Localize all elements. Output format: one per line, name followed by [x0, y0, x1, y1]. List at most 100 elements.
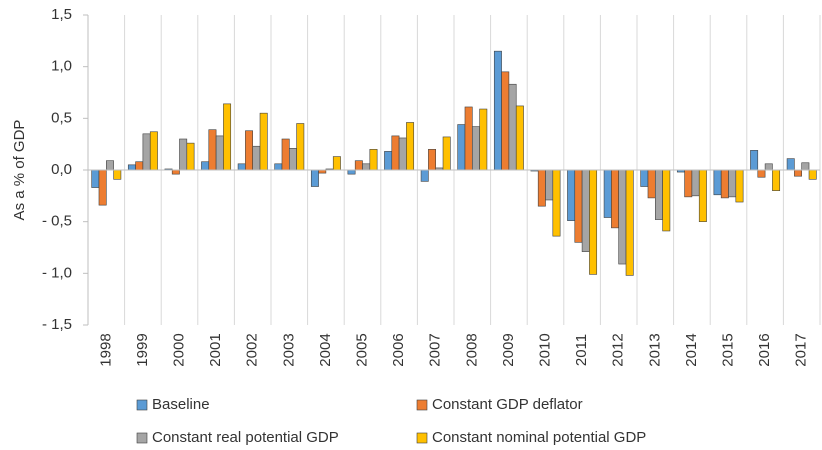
bar [786, 158, 795, 171]
bar [684, 169, 693, 198]
legend-label: Constant GDP deflator [432, 396, 583, 413]
bar [142, 133, 151, 171]
bar [640, 169, 649, 187]
bar [735, 169, 744, 203]
bar [603, 169, 612, 218]
x-tick-label: 2005 [353, 333, 370, 366]
bar [647, 169, 656, 199]
y-tick-label: 0,0 [51, 161, 72, 178]
bar [186, 142, 195, 171]
x-tick-label: 2013 [646, 333, 663, 366]
bar [794, 169, 803, 177]
x-tick-label: 2011 [573, 334, 590, 366]
bar [398, 137, 407, 171]
bar [428, 149, 437, 171]
bar [728, 169, 737, 198]
bar [274, 163, 283, 171]
bar [611, 169, 620, 229]
bar [113, 169, 122, 180]
legend-label: Baseline [152, 396, 210, 413]
bar [237, 163, 246, 171]
x-tick-label: 2002 [244, 333, 261, 366]
x-tick-label: 2004 [317, 333, 334, 366]
bar [801, 162, 810, 171]
bar [581, 169, 590, 252]
bar [215, 135, 224, 171]
bar [574, 169, 583, 243]
bar [479, 108, 488, 171]
bar [537, 169, 546, 207]
bar [354, 160, 363, 171]
bar [589, 169, 598, 275]
bar [223, 103, 232, 171]
bar [406, 122, 415, 171]
bar [281, 138, 290, 171]
bar [508, 83, 517, 171]
x-tick-label: 2017 [793, 333, 810, 366]
bar [384, 151, 393, 171]
bar [127, 164, 136, 171]
bar [457, 124, 466, 171]
bar [808, 169, 817, 180]
x-tick-label: 2001 [207, 333, 224, 366]
x-tick-label: 2014 [683, 333, 700, 366]
bar [252, 145, 261, 171]
legend-swatch [136, 432, 148, 444]
x-tick-label: 2007 [427, 333, 444, 366]
bar [567, 169, 576, 221]
y-tick-label: 1,0 [51, 58, 72, 75]
bar [362, 163, 371, 171]
x-tick-label: 2010 [536, 333, 553, 366]
legend-label: Constant real potential GDP [152, 429, 339, 446]
bar [662, 169, 671, 232]
bar [713, 169, 722, 196]
bar [420, 169, 429, 182]
bar [545, 169, 554, 201]
x-tick-label: 2009 [500, 333, 517, 366]
legend-label: Constant nominal potential GDP [432, 429, 646, 446]
bar [471, 126, 480, 171]
bar [369, 149, 378, 171]
bar [515, 105, 524, 171]
bar [106, 160, 114, 171]
x-tick-label: 2012 [610, 333, 627, 366]
y-tick-label: - 1,0 [42, 264, 72, 281]
bar [442, 136, 451, 171]
y-axis-label: As a % of GDP [11, 120, 28, 221]
x-tick-label: 2008 [463, 333, 480, 366]
bar [750, 150, 759, 171]
bar [171, 169, 180, 175]
bar [720, 169, 729, 199]
x-tick-label: 1999 [134, 333, 151, 366]
x-tick-label: 2000 [170, 333, 187, 366]
bar [493, 50, 502, 171]
y-tick-label: 0,5 [51, 109, 72, 126]
bar [757, 169, 766, 178]
bar [464, 106, 473, 171]
bar [208, 129, 217, 171]
bar [764, 163, 773, 171]
bar [391, 135, 400, 171]
bar [91, 169, 100, 188]
bar [552, 169, 561, 237]
bar [691, 169, 700, 197]
bar [618, 169, 627, 265]
bar [332, 156, 341, 171]
bar [654, 169, 663, 220]
x-tick-label: 1998 [97, 333, 114, 366]
bar [259, 112, 268, 171]
bar [698, 169, 707, 222]
bar [245, 130, 254, 171]
bar [201, 161, 210, 171]
bar [179, 138, 188, 171]
legend-swatch [416, 432, 428, 444]
bar [772, 169, 781, 191]
bar [310, 169, 319, 187]
bar [347, 169, 356, 175]
x-tick-label: 2015 [719, 333, 736, 366]
x-tick-label: 2016 [756, 333, 773, 366]
x-tick-label: 2006 [390, 333, 407, 366]
legend-swatch [416, 399, 428, 411]
bar [288, 148, 297, 171]
bar [149, 131, 158, 171]
